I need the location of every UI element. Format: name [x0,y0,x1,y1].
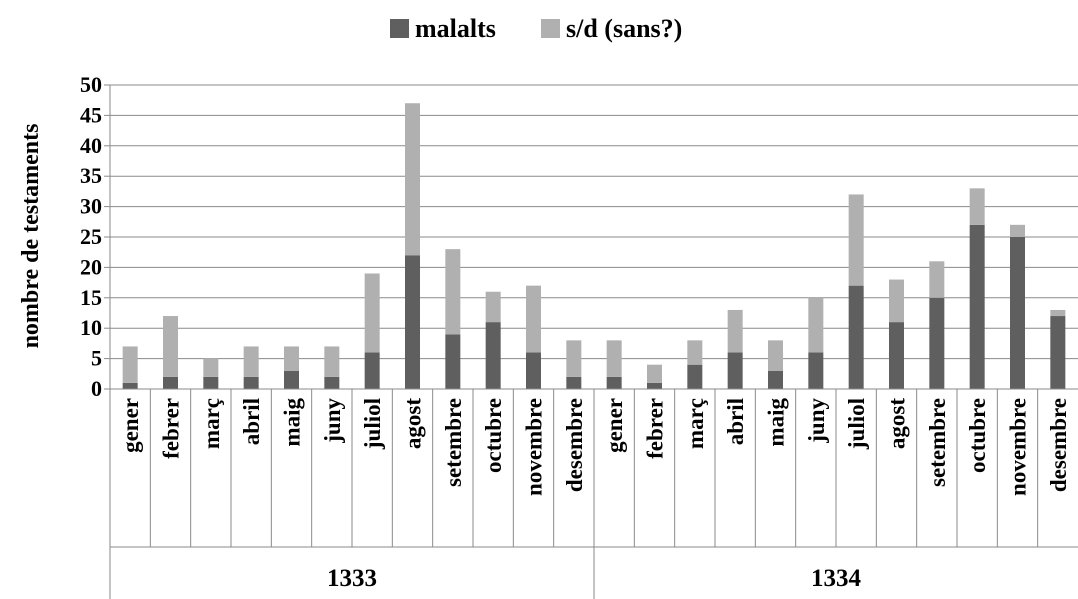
bar-segment-malalts [768,370,783,389]
x-category-label: novembre [522,398,547,496]
x-category-label: agost [885,398,910,449]
x-category-label: octubre [965,398,990,473]
y-tick-label: 45 [80,102,102,127]
bar-segment-sans [485,291,501,323]
legend-swatch-sans [541,19,560,38]
y-tick-label: 40 [80,133,102,158]
x-category-label: febrer [159,398,184,459]
bar-segment-malalts [324,376,340,389]
x-category-label: maig [764,398,789,447]
bar-segment-malalts [526,352,541,389]
x-category-label: juliol [360,398,385,450]
bar-segment-sans [566,340,582,377]
bar-segment-sans [929,261,945,298]
y-tick-label: 50 [80,72,102,97]
bar-segment-malalts [203,376,219,389]
x-category-label: juny [320,398,345,444]
legend-label-malalts: malalts [415,14,496,43]
y-tick-label: 25 [80,224,102,249]
bar-segment-sans [203,358,219,377]
bar-segment-sans [647,364,662,383]
bar-segment-malalts [405,255,420,389]
x-category-label: gener [602,398,627,453]
y-tick-label: 0 [91,376,102,401]
x-group-label: 1333 [327,565,377,592]
bar-segment-sans [606,340,622,377]
bar-segment-sans [243,346,259,377]
bar-segment-malalts [889,322,904,389]
legend-label-sans: s/d (sans?) [566,14,682,43]
bar-segment-sans [364,273,380,353]
bar-segment-malalts [606,376,622,389]
bar-segment-sans [324,346,340,377]
bar-segment-sans [284,346,299,371]
bar-segment-malalts [445,334,461,389]
x-axis-category-labels: gener febrer març abril maig juny juliol agost s… [118,398,1071,496]
y-tick-label: 15 [80,285,102,310]
y-tick-label: 10 [80,315,102,340]
bar-segment-malalts [808,352,824,389]
bar-segment-malalts [364,352,380,389]
bar-segment-sans [445,249,461,335]
bar-segment-malalts [566,376,582,389]
bar-segment-sans [163,316,178,377]
bar-segment-malalts [1010,237,1025,389]
x-category-label: novembre [1006,398,1031,496]
bar-segment-malalts [284,370,299,389]
x-category-label: abril [723,398,748,445]
gridlines [110,84,1078,360]
x-category-label: juny [804,398,829,444]
y-tick-label: 35 [80,163,102,188]
bar-segment-malalts [727,352,743,389]
x-category-label: març [683,398,708,449]
y-axis-title: nombre de testaments [18,124,44,349]
x-category-label: desembre [1046,398,1071,492]
x-category-label: setembre [441,398,466,487]
bar-segment-malalts [929,297,945,389]
y-tick-label: 5 [91,346,102,371]
bar-segment-sans [768,340,783,371]
bar-segment-sans [1010,224,1025,237]
x-category-label: maig [280,398,305,447]
axes [109,85,1078,599]
bar-segment-malalts [647,382,662,389]
x-category-label: febrer [643,398,668,459]
bar-segment-sans [889,279,904,323]
x-group-label: 1334 [811,565,862,592]
y-tick-label: 20 [80,254,102,279]
bar-segment-sans [687,340,703,365]
bar-segment-malalts [485,322,501,389]
x-category-label: abril [239,398,264,445]
x-category-label: octubre [481,398,506,473]
legend-swatch-malalts [390,19,409,38]
bar-segment-sans [808,297,824,353]
bar-segment-sans [848,194,864,286]
x-category-label: març [199,398,224,449]
bar-segment-sans [1050,309,1066,317]
bar-segment-sans [727,309,743,353]
bar-segment-malalts [1050,316,1066,389]
bar-segment-sans [526,285,541,353]
bar-segment-malalts [687,364,703,389]
bar-segment-sans [969,188,985,225]
x-category-label: desembre [562,398,587,492]
y-axis-ticks: 0 5 10 15 20 25 30 35 40 45 50 [80,72,110,401]
bar-segment-sans [122,346,138,383]
legend: malalts s/d (sans?) [390,14,682,43]
x-axis-group-labels: 1333 1334 [327,565,862,592]
bar-segment-malalts [848,285,864,389]
x-category-label: gener [118,398,143,453]
y-tick-label: 30 [80,194,102,219]
x-category-label: juliol [844,398,869,450]
bar-segment-malalts [122,382,138,389]
x-category-label: agost [401,398,426,449]
bar-segment-malalts [163,376,178,389]
bar-segment-malalts [969,224,985,389]
bar-segment-sans [405,103,420,256]
bars [122,103,1066,389]
x-category-label: setembre [925,398,950,487]
bar-segment-malalts [243,376,259,389]
